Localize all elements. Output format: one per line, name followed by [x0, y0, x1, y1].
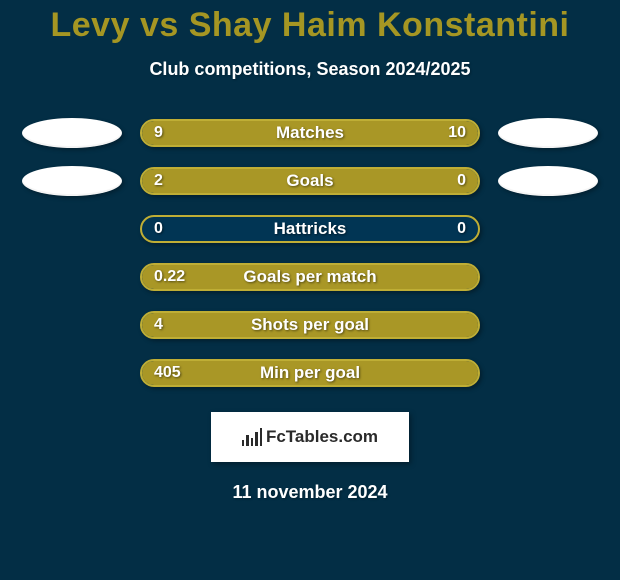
stat-bar: 4 Shots per goal — [140, 311, 480, 339]
stat-row: 405 Min per goal — [0, 358, 620, 388]
logo-box: FcTables.com — [211, 412, 409, 462]
stats-container: 9 10 Matches 2 0 Goals 0 0 Hattricks 0.22 Goals pe… — [0, 118, 620, 388]
stat-row: 4 Shots per goal — [0, 310, 620, 340]
stat-bar: 9 10 Matches — [140, 119, 480, 147]
stat-row: 0 0 Hattricks — [0, 214, 620, 244]
player-left-oval — [22, 166, 122, 196]
stat-value-left: 4 — [154, 316, 163, 334]
page-title: Levy vs Shay Haim Konstantini — [0, 6, 620, 45]
stat-value-right: 0 — [457, 220, 466, 238]
stat-value-left: 0.22 — [154, 268, 185, 286]
player-left-oval — [22, 118, 122, 148]
stat-row: 9 10 Matches — [0, 118, 620, 148]
stat-value-left: 9 — [154, 124, 163, 142]
stat-label: Hattricks — [274, 219, 347, 239]
stat-label: Shots per goal — [251, 315, 369, 335]
stat-row: 0.22 Goals per match — [0, 262, 620, 292]
bar-fill-right — [404, 169, 478, 193]
player-right-oval — [498, 118, 598, 148]
stat-bar: 2 0 Goals — [140, 167, 480, 195]
bar-chart-icon — [242, 428, 262, 446]
stat-row: 2 0 Goals — [0, 166, 620, 196]
subtitle: Club competitions, Season 2024/2025 — [0, 59, 620, 80]
stat-value-right: 10 — [448, 124, 466, 142]
comparison-chart: Levy vs Shay Haim Konstantini Club compe… — [0, 0, 620, 580]
bar-fill-left — [142, 169, 404, 193]
stat-label: Min per goal — [260, 363, 360, 383]
stat-value-left: 2 — [154, 172, 163, 190]
stat-value-right: 0 — [457, 172, 466, 190]
stat-label: Matches — [276, 123, 344, 143]
player-right-oval — [498, 166, 598, 196]
stat-value-left: 0 — [154, 220, 163, 238]
logo-text: FcTables.com — [266, 427, 378, 447]
stat-label: Goals per match — [243, 267, 376, 287]
stat-bar: 405 Min per goal — [140, 359, 480, 387]
stat-bar: 0.22 Goals per match — [140, 263, 480, 291]
stat-bar: 0 0 Hattricks — [140, 215, 480, 243]
stat-value-left: 405 — [154, 364, 181, 382]
stat-label: Goals — [286, 171, 333, 191]
date-label: 11 november 2024 — [0, 482, 620, 503]
